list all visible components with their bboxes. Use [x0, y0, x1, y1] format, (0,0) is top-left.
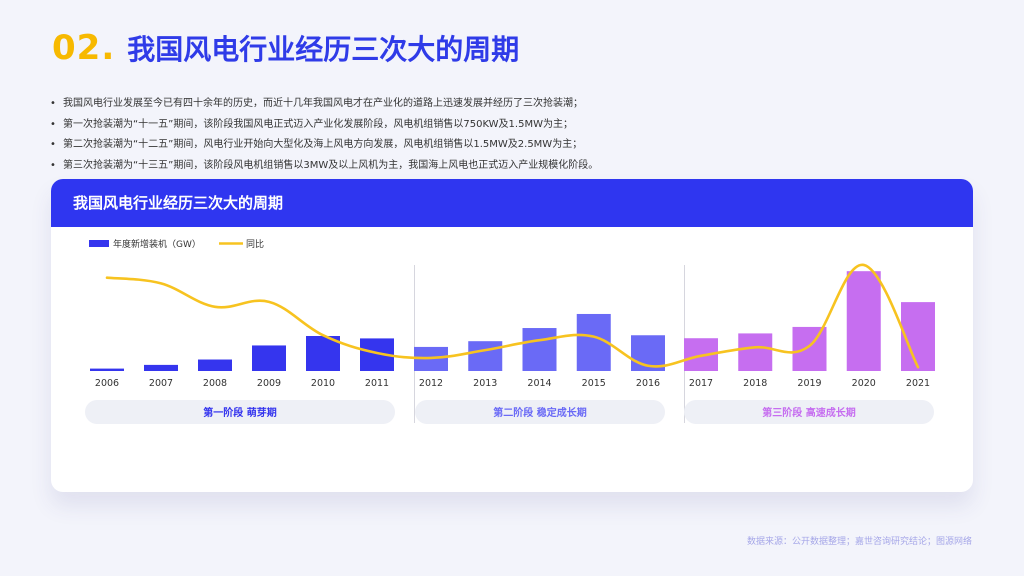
x-tick-label: 2008: [203, 378, 227, 389]
x-tick-label: 2007: [149, 378, 173, 389]
legend-bar-swatch: [89, 240, 109, 247]
x-tick-label: 2016: [636, 378, 660, 389]
bullet-item: 第二次抢装潮为“十二五”期间，风电行业开始向大型化及海上风电方向发展，风电机组销…: [48, 135, 598, 156]
card-title: 我国风电行业经历三次大的周期: [73, 194, 284, 212]
line-series-yoy: [105, 263, 920, 369]
x-tick-label: 2018: [743, 378, 767, 389]
x-tick-label: 2009: [257, 378, 281, 389]
bar-2013: [468, 341, 503, 371]
stage-label: 第二阶段 稳定成长期: [493, 406, 586, 419]
chart-card: 我国风电行业经历三次大的周期 2006 2007 2008 2009 2010 2011 2…: [51, 179, 973, 492]
chart: 2006 2007 2008 2009 2010 2011 2012 2013 2014 2015…: [85, 238, 935, 424]
bullet-list: 我国风电行业发展至今已有四十余年的历史，而近十几年我国风电才在产业化的道路上迅速…: [48, 94, 598, 176]
x-tick-label: 2021: [906, 378, 930, 389]
x-tick-label: 2013: [473, 378, 497, 389]
x-tick-label: 2012: [419, 378, 443, 389]
bar-2010: [306, 336, 340, 371]
bullet-item: 第一次抢装潮为“十一五”期间，该阶段我国风电正式迈入产业化发展阶段，风电机组销售…: [48, 115, 598, 136]
bar-2020: [846, 271, 881, 371]
page-title: 02. 我国风电行业经历三次大的周期: [52, 28, 519, 68]
bar-2014: [522, 328, 557, 371]
card-header: 我国风电行业经历三次大的周期: [51, 179, 973, 227]
bullet-item: 第三次抢装潮为“十三五”期间，该阶段风电机组销售以3MW及以上风机为主，我国海上…: [48, 156, 598, 177]
x-tick-label: 2014: [527, 378, 551, 389]
bar-2007: [144, 364, 178, 371]
stage-label: 第一阶段 萌芽期: [203, 406, 276, 419]
x-tick-label: 2006: [95, 378, 119, 389]
bar-2018: [738, 333, 773, 371]
x-tick-label: 2020: [852, 378, 876, 389]
bar-2008: [198, 359, 232, 371]
bar-2021: [901, 302, 935, 371]
bar-2019: [792, 326, 827, 371]
stage-pill: [415, 400, 665, 424]
legend-line-label: 同比: [246, 238, 264, 250]
bar-2009: [252, 345, 286, 371]
stage-pill: [684, 400, 934, 424]
page-title-text: 我国风电行业经历三次大的周期: [127, 33, 520, 66]
x-tick-label: 2019: [797, 378, 821, 389]
section-number: 02.: [52, 28, 116, 68]
x-tick-label: 2017: [689, 378, 713, 389]
data-source-note: 数据来源：公开数据整理；嘉世咨询研究结论；图源网络: [746, 537, 972, 547]
bar-2006: [90, 368, 124, 371]
legend-bar-label: 年度新增装机（GW）: [113, 238, 201, 250]
bullet-item: 我国风电行业发展至今已有四十余年的历史，而近十几年我国风电才在产业化的道路上迅速…: [48, 94, 598, 115]
chart-area: 2006 2007 2008 2009 2010 2011 2012 2013 2014 2015…: [61, 227, 963, 482]
x-tick-label: 2015: [582, 378, 606, 389]
x-tick-label: 2010: [311, 378, 335, 389]
stage-label: 第三阶段 高速成长期: [762, 406, 855, 419]
stage-pill: [85, 400, 395, 424]
x-tick-label: 2011: [365, 378, 389, 389]
